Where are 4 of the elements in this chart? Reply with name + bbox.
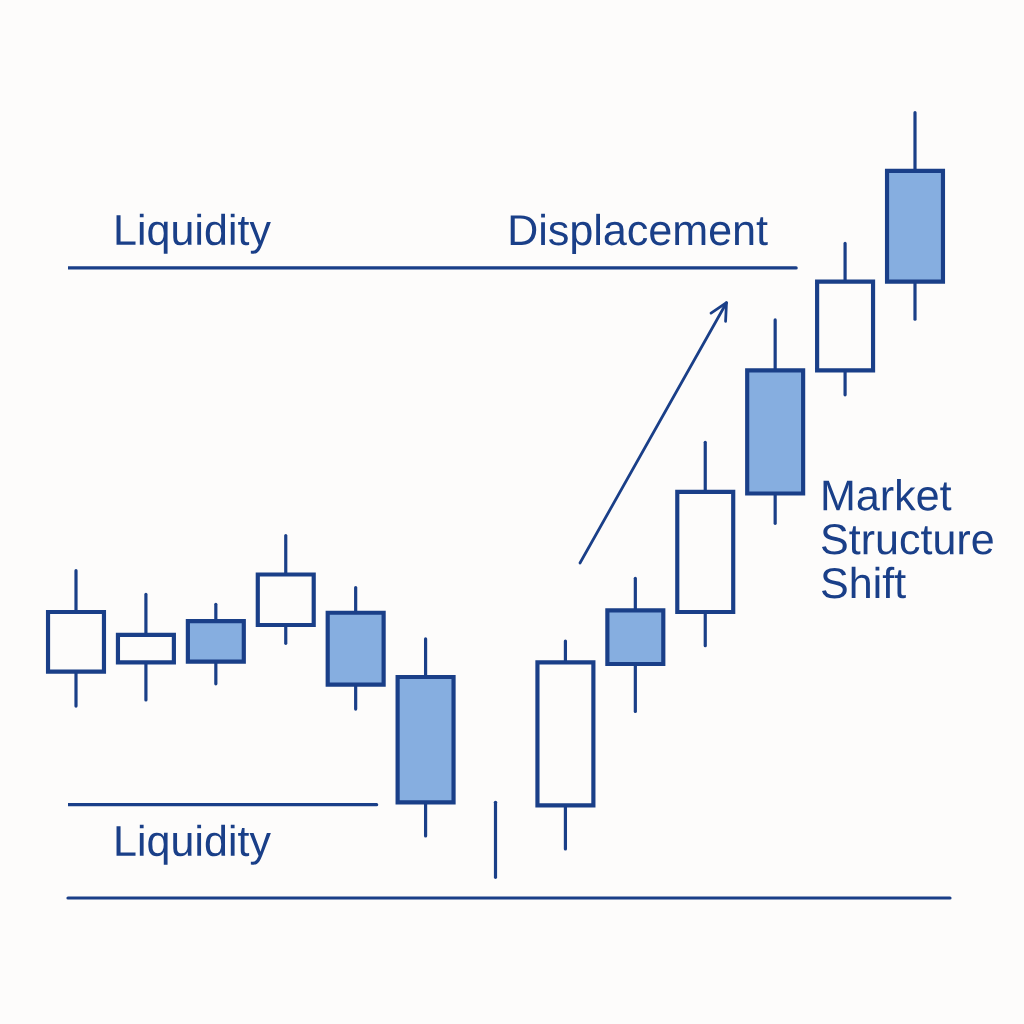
- ref-line-label: Liquidity: [116, 824, 271, 865]
- annotation: Displacement: [510, 213, 768, 254]
- annotation: Market Structure Shift: [821, 479, 993, 599]
- ref-line-label: Liquidity: [116, 213, 271, 254]
